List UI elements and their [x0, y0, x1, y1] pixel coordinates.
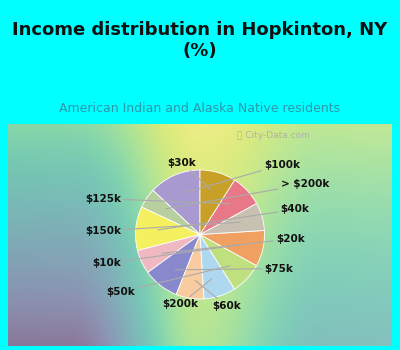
- Wedge shape: [148, 234, 200, 294]
- Text: $100k: $100k: [185, 160, 300, 192]
- Text: $200k: $200k: [162, 279, 212, 309]
- Text: ⓘ City-Data.com: ⓘ City-Data.com: [237, 132, 310, 140]
- Wedge shape: [176, 234, 204, 299]
- Wedge shape: [142, 190, 200, 234]
- Text: $30k: $30k: [168, 158, 210, 190]
- Text: $60k: $60k: [195, 280, 241, 311]
- Wedge shape: [153, 170, 200, 234]
- Wedge shape: [200, 170, 234, 234]
- Text: > $200k: > $200k: [166, 179, 329, 209]
- Wedge shape: [136, 207, 200, 251]
- Text: $125k: $125k: [85, 194, 230, 204]
- Text: Income distribution in Hopkinton, NY
(%): Income distribution in Hopkinton, NY (%): [12, 21, 388, 60]
- Text: $50k: $50k: [107, 266, 230, 297]
- Wedge shape: [200, 203, 264, 235]
- Text: $150k: $150k: [85, 222, 240, 236]
- Wedge shape: [138, 234, 200, 272]
- Wedge shape: [200, 180, 256, 234]
- Wedge shape: [200, 234, 256, 289]
- Text: $40k: $40k: [158, 204, 310, 230]
- Wedge shape: [200, 230, 264, 266]
- Text: $10k: $10k: [92, 245, 241, 268]
- Text: American Indian and Alaska Native residents: American Indian and Alaska Native reside…: [60, 102, 340, 115]
- Text: $75k: $75k: [175, 264, 293, 274]
- Text: $20k: $20k: [162, 234, 305, 253]
- Wedge shape: [200, 234, 234, 299]
